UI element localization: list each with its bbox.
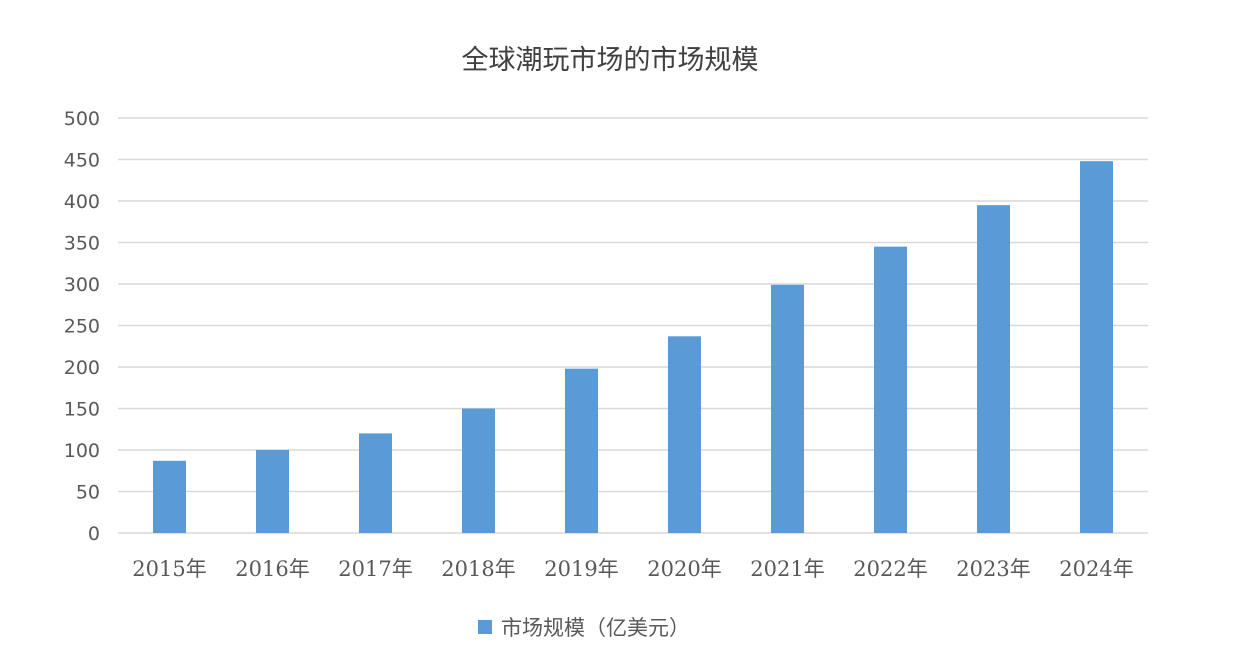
y-tick-label: 450 (64, 150, 100, 172)
x-category-label: 2017年 (338, 557, 412, 581)
bar-2024年 (1080, 161, 1113, 533)
bar-2015年 (153, 460, 186, 533)
bar-2018年 (462, 408, 495, 533)
bar-2019年 (565, 368, 598, 533)
bar-2021年 (771, 284, 804, 533)
x-category-label: 2021年 (750, 557, 824, 581)
legend: 市场规模（亿美元） (478, 616, 690, 640)
x-category-label: 2022年 (853, 557, 927, 581)
y-axis-tick-labels: 0 50 100 150 200 250 300 350 400 450 500 (64, 108, 100, 545)
y-tick-label: 350 (64, 233, 100, 255)
bar-2022年 (874, 246, 907, 533)
y-tick-label: 50 (76, 482, 100, 504)
gridlines (118, 117, 1148, 534)
y-tick-label: 500 (64, 108, 100, 130)
x-category-label: 2019年 (544, 557, 618, 581)
x-category-label: 2016年 (235, 557, 309, 581)
y-tick-label: 300 (64, 274, 100, 296)
x-category-label: 2015年 (132, 557, 206, 581)
chart-title: 全球潮玩市场的市场规模 (462, 45, 759, 76)
x-category-label: 2020年 (647, 557, 721, 581)
bars (153, 161, 1113, 533)
y-tick-label: 200 (64, 357, 100, 379)
y-tick-label: 100 (64, 440, 100, 462)
x-category-label: 2024年 (1059, 557, 1133, 581)
y-tick-label: 400 (64, 191, 100, 213)
bar-2020年 (668, 336, 701, 533)
bar-2017年 (359, 433, 392, 533)
legend-label: 市场规模（亿美元） (501, 616, 690, 640)
y-tick-label: 250 (64, 316, 100, 338)
x-axis-category-labels: 2015年 2016年 2017年 2018年 2019年 2020年 2021年 2022年… (132, 557, 1133, 581)
bar-2016年 (256, 450, 289, 533)
legend-swatch (478, 620, 492, 634)
y-tick-label: 150 (64, 399, 100, 421)
x-category-label: 2018年 (441, 557, 515, 581)
y-tick-label: 0 (88, 523, 100, 545)
x-category-label: 2023年 (956, 557, 1030, 581)
bar-2023年 (977, 205, 1010, 533)
